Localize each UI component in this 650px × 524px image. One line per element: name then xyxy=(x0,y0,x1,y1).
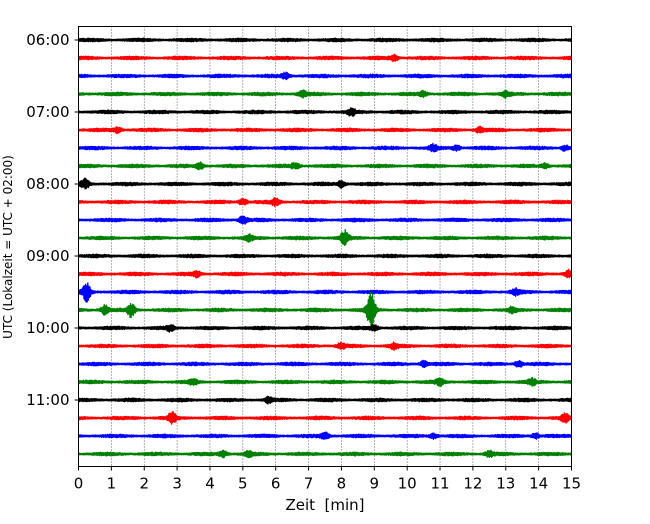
y-tick-label: 08:00 xyxy=(26,175,69,193)
x-tick-label: 15 xyxy=(562,475,581,493)
x-tick-label: 9 xyxy=(370,475,380,493)
y-axis-label: UTC (Lokalzeit = UTC + 02:00) xyxy=(1,155,15,339)
trace-row-0845 xyxy=(77,228,573,247)
y-tick-label: 10:00 xyxy=(26,319,69,337)
trace-row-1100 xyxy=(77,395,573,405)
x-tick-label: 0 xyxy=(74,475,84,493)
trace-row-0815 xyxy=(77,196,573,208)
trace-row-1145 xyxy=(77,449,573,459)
x-tick-label: 6 xyxy=(271,475,281,493)
x-tick-label: 12 xyxy=(463,475,482,493)
x-tick-label: 3 xyxy=(172,475,182,493)
x-tick-label: 14 xyxy=(529,475,548,493)
trace-row-0800 xyxy=(77,177,573,190)
trace-row-1045 xyxy=(77,376,573,388)
trace-row-0830 xyxy=(77,215,573,225)
trace-row-0615 xyxy=(77,53,573,63)
trace-row-1015 xyxy=(77,341,573,351)
seismogram-traces xyxy=(77,37,573,459)
x-axis-ticks: 0 1 2 3 4 5 6 7 8 9 10 11 12 13 14 15 xyxy=(74,466,581,493)
x-tick-label: 8 xyxy=(337,475,347,493)
trace-row-0900 xyxy=(77,253,573,259)
trace-row-0645 xyxy=(77,89,573,99)
y-axis-ticks: 06:00 07:00 08:00 09:00 10:00 11:00 xyxy=(26,31,79,409)
x-tick-label: 10 xyxy=(398,475,417,493)
trace-row-1115 xyxy=(77,411,573,425)
plot-frame xyxy=(78,26,572,467)
y-tick-label: 06:00 xyxy=(26,31,69,49)
x-tick-label: 7 xyxy=(304,475,314,493)
trace-row-1130 xyxy=(77,431,573,440)
y-tick-label: 07:00 xyxy=(26,103,69,121)
trace-row-0715 xyxy=(77,125,573,135)
trace-row-0630 xyxy=(77,71,573,81)
x-tick-label: 11 xyxy=(430,475,449,493)
trace-row-0915 xyxy=(77,268,573,279)
x-axis-label: Zeit [min] xyxy=(285,496,364,514)
x-tick-label: 1 xyxy=(107,475,117,493)
x-tick-label: 5 xyxy=(238,475,248,493)
y-tick-label: 09:00 xyxy=(26,247,69,265)
trace-row-0945 xyxy=(77,291,573,329)
trace-row-0745 xyxy=(77,161,573,171)
x-tick-label: 13 xyxy=(496,475,515,493)
minute-grid xyxy=(111,26,539,467)
y-tick-label: 11:00 xyxy=(26,391,69,409)
trace-row-0700 xyxy=(77,107,573,117)
x-tick-label: 4 xyxy=(205,475,215,493)
trace-row-1000 xyxy=(77,323,573,333)
trace-row-0730 xyxy=(77,142,573,153)
trace-row-0930 xyxy=(77,282,573,303)
trace-row-1030 xyxy=(77,359,573,369)
x-tick-label: 2 xyxy=(139,475,149,493)
trace-row-0600 xyxy=(77,37,573,43)
